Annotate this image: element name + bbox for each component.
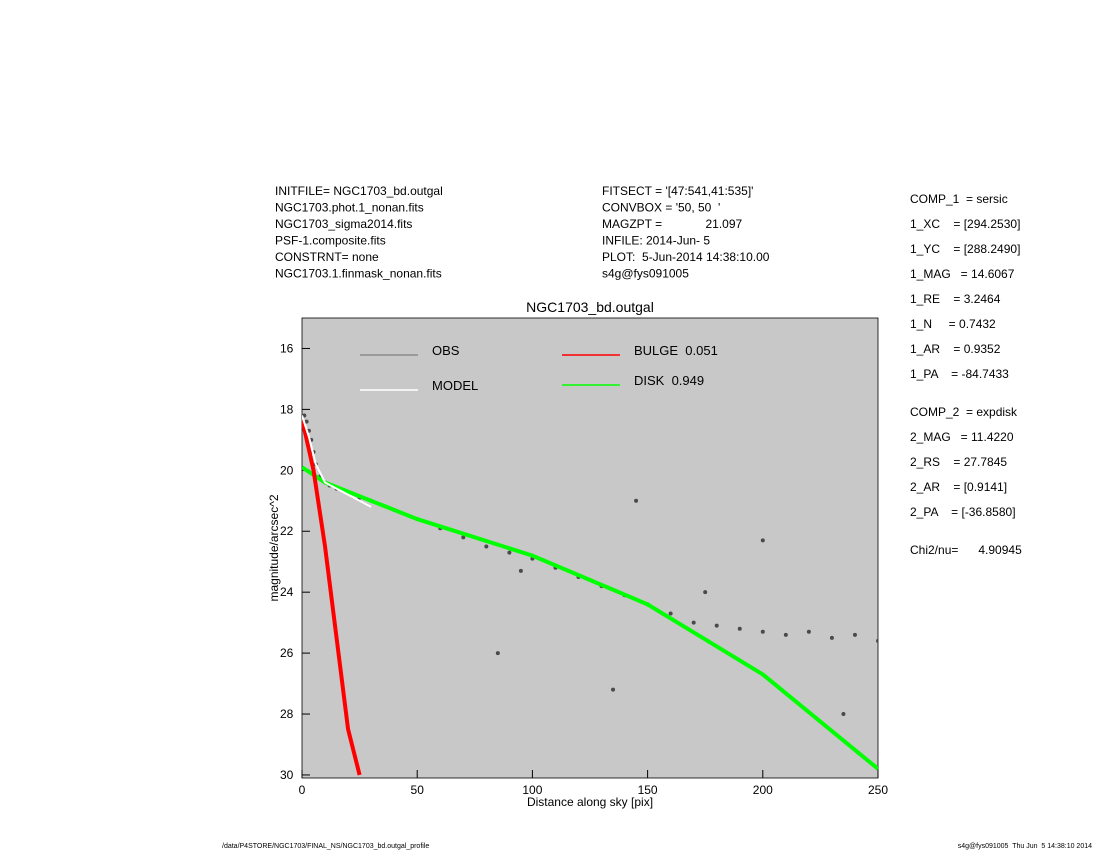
obs-point	[806, 629, 811, 634]
obs-point	[484, 544, 489, 549]
header-left-line: PSF-1.composite.fits	[275, 234, 386, 248]
fit-parameter: 1_RE = 3.2464	[910, 292, 1001, 306]
x-tick-label: 150	[638, 783, 658, 797]
y-tick-label: 24	[280, 585, 294, 599]
fit-parameter: 2_PA = [-36.8580]	[910, 505, 1016, 519]
header-left-line: CONSTRNT= none	[275, 250, 379, 264]
plot-area	[301, 317, 879, 779]
y-tick-label: 16	[280, 341, 294, 355]
header-left-line: NGC1703_sigma2014.fits	[275, 217, 412, 231]
obs-point	[461, 535, 466, 540]
x-tick-label: 0	[299, 783, 306, 797]
x-tick-label: 250	[868, 783, 888, 797]
obs-point	[507, 550, 512, 555]
y-axis-label: magnitude/arcsec^2	[267, 494, 281, 601]
header-left-line: NGC1703.1.finmask_nonan.fits	[275, 267, 442, 281]
y-tick-label: 18	[280, 402, 294, 416]
legend-label: DISK 0.949	[634, 373, 704, 388]
header-middle-line: MAGZPT = 21.097	[602, 217, 742, 231]
legend-label: OBS	[432, 343, 460, 358]
obs-point	[829, 635, 834, 640]
header-left-line: NGC1703.phot.1_nonan.fits	[275, 201, 424, 215]
obs-point	[714, 623, 719, 628]
footer-left: /data/P4STORE/NGC1703/FINAL_NS/NGC1703_b…	[222, 843, 429, 850]
fit-parameter: 1_XC = [294.2530]	[910, 217, 1020, 231]
y-tick-label: 28	[280, 707, 294, 721]
x-tick-label: 100	[522, 783, 542, 797]
y-tick-label: 20	[280, 463, 294, 477]
fit-parameter: 2_RS = 27.7845	[910, 455, 1007, 469]
fit-parameter: 2_MAG = 11.4220	[910, 430, 1014, 444]
legend-label: BULGE 0.051	[634, 343, 718, 358]
header-middle-line: FITSECT = '[47:541,41:535]'	[602, 184, 753, 198]
obs-point	[737, 626, 742, 631]
fit-parameter: COMP_2 = expdisk	[910, 405, 1018, 419]
obs-point	[760, 629, 765, 634]
x-tick-label: 50	[411, 783, 425, 797]
obs-point	[703, 590, 708, 595]
obs-point	[611, 687, 616, 692]
header-left-line: INITFILE= NGC1703_bd.outgal	[275, 184, 443, 198]
fit-parameter: 1_N = 0.7432	[910, 317, 996, 331]
fit-parameter: COMP_1 = sersic	[910, 192, 1008, 206]
header-middle-line: CONVBOX = '50, 50 '	[602, 201, 720, 215]
obs-point	[876, 638, 878, 643]
obs-point	[668, 611, 673, 616]
profile-line	[302, 415, 372, 508]
obs-point	[852, 632, 857, 637]
footer-right: s4g@fys091005 Thu Jun 5 14:38:10 2014	[958, 843, 1092, 850]
fit-parameter: Chi2/nu= 4.90945	[910, 543, 1022, 557]
profile-line	[302, 418, 362, 776]
obs-point	[304, 419, 309, 424]
y-tick-label: 30	[280, 768, 294, 782]
obs-point	[495, 651, 500, 656]
fit-parameter: 1_MAG = 14.6067	[910, 267, 1015, 281]
fit-parameter: 2_AR = [0.9141]	[910, 480, 1007, 494]
obs-point	[518, 568, 523, 573]
chart-title: NGC1703_bd.outgal	[526, 299, 654, 315]
header-middle-line: PLOT: 5-Jun-2014 14:38:10.00	[602, 250, 770, 264]
obs-point	[841, 712, 846, 717]
fit-parameter: 1_AR = 0.9352	[910, 342, 1001, 356]
fit-parameter: 1_YC = [288.2490]	[910, 242, 1020, 256]
legend-label: MODEL	[432, 378, 478, 393]
x-tick-label: 200	[753, 783, 773, 797]
header-middle-line: INFILE: 2014-Jun- 5	[602, 234, 710, 248]
y-tick-label: 22	[280, 524, 294, 538]
obs-point	[691, 620, 696, 625]
obs-point	[760, 538, 765, 543]
header-middle-line: s4g@fys091005	[602, 267, 689, 281]
y-tick-label: 26	[280, 646, 294, 660]
obs-point	[634, 498, 639, 503]
x-axis-label: Distance along sky [pix]	[527, 795, 653, 809]
obs-point	[783, 632, 788, 637]
fit-parameter: 1_PA = -84.7433	[910, 367, 1009, 381]
